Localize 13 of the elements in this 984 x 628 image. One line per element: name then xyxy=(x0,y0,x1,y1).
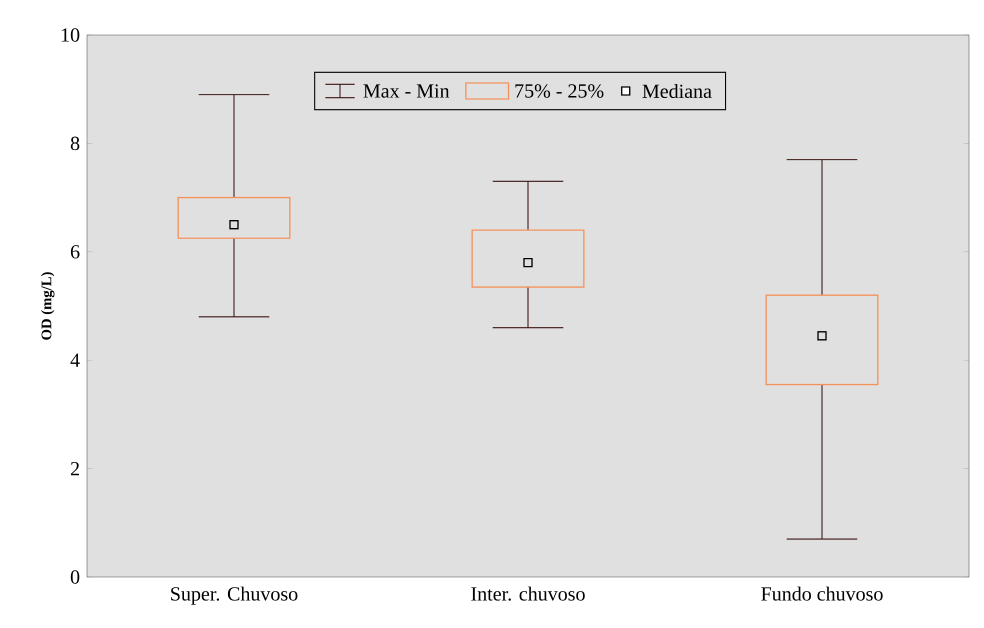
y-tick-label: 4 xyxy=(70,354,80,367)
annotation: Mediana xyxy=(642,84,712,98)
annotation: Max - Min xyxy=(364,84,450,98)
y-tick-label: 8 xyxy=(70,136,80,150)
y-tick-label: 6 xyxy=(70,245,80,259)
x-tick-label: Super. Chuvoso xyxy=(171,586,298,605)
x-tick-label: Inter. chuvoso xyxy=(471,586,585,601)
y-tick-label: 10 xyxy=(62,28,80,42)
annotation: 75% - 25% xyxy=(515,84,604,98)
y-axis-title: OD (mg/L) xyxy=(41,272,54,340)
y-tick-label: 2 xyxy=(70,462,79,476)
y-tick-label: 0 xyxy=(70,570,80,584)
x-tick-label: Fundo chuvoso xyxy=(761,586,883,601)
